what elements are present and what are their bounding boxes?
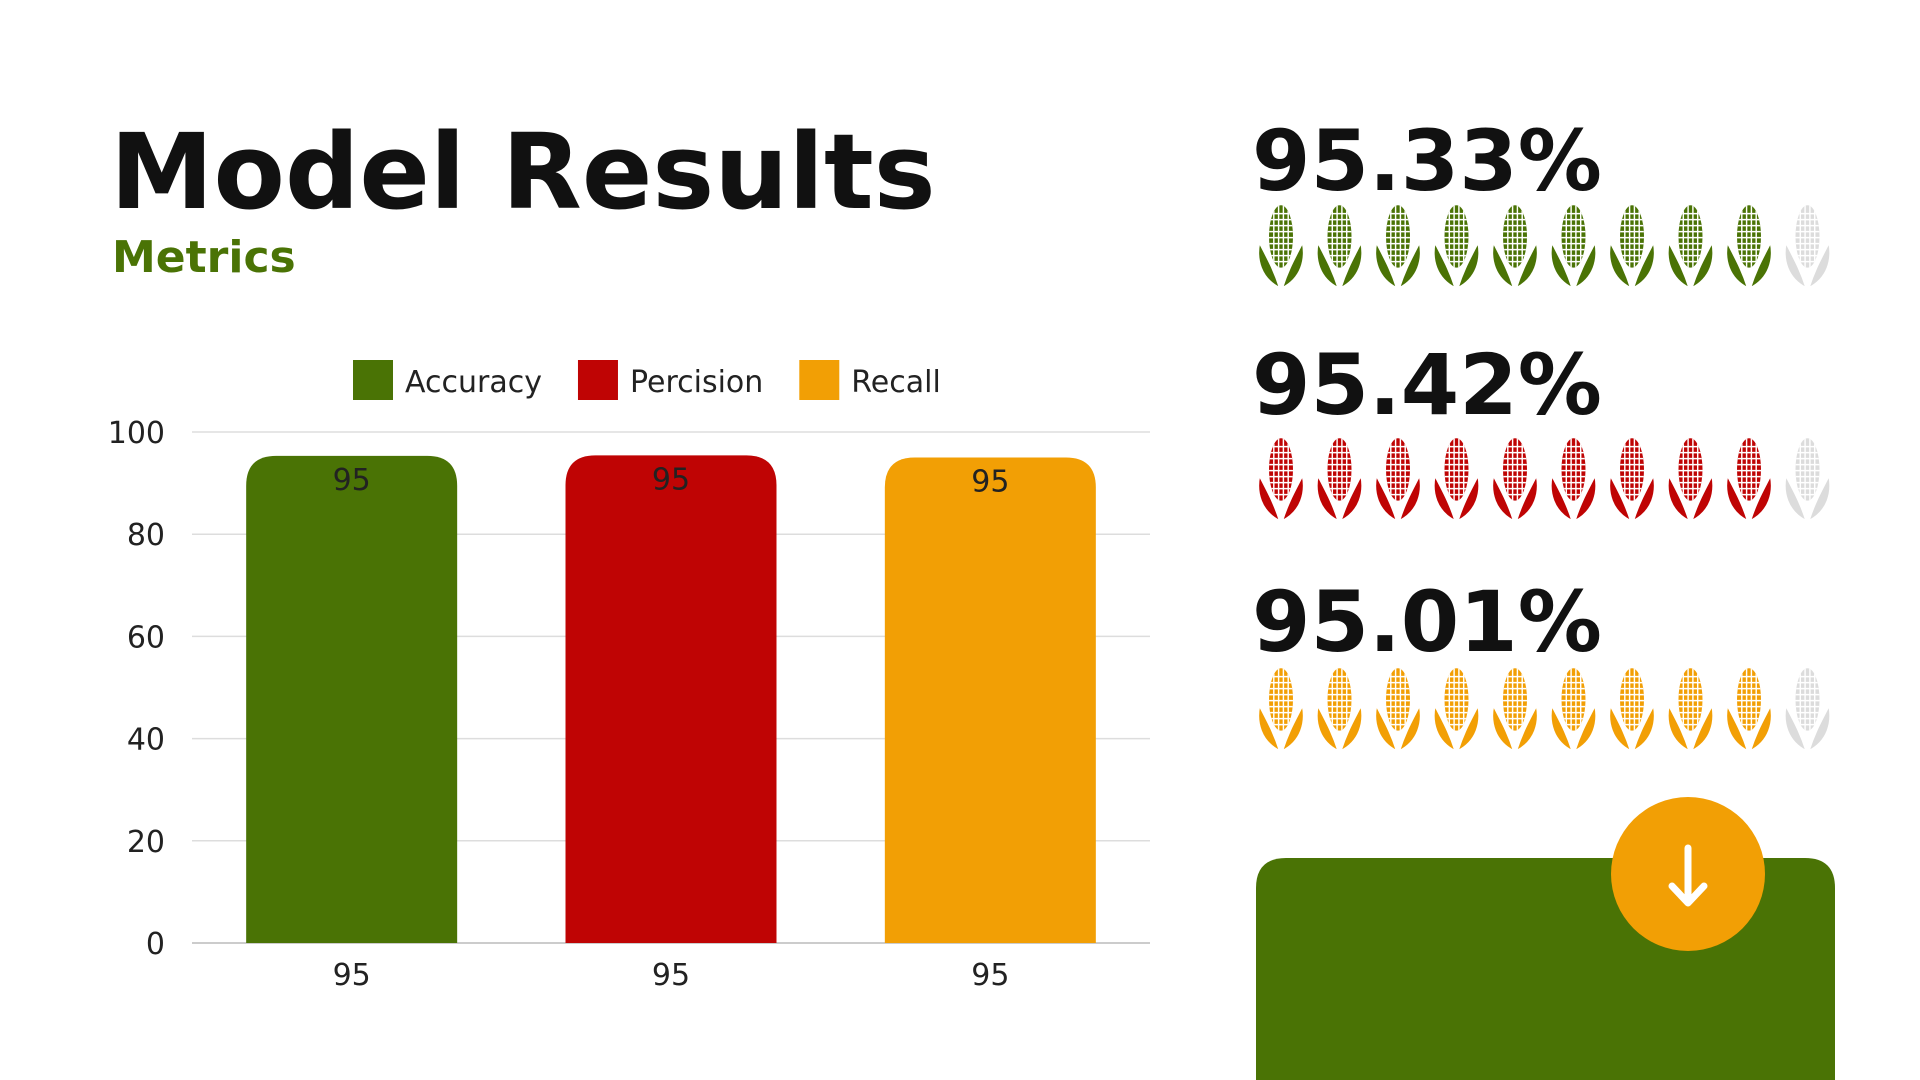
corn-icon bbox=[1374, 667, 1422, 751]
y-tick-label: 0 bbox=[146, 927, 165, 962]
corn-icon bbox=[1784, 437, 1832, 521]
corn-icon bbox=[1667, 437, 1715, 521]
subtitle: Metrics bbox=[112, 232, 296, 283]
corn-icon bbox=[1784, 667, 1832, 751]
corn-icon bbox=[1257, 667, 1305, 751]
corn-icon bbox=[1550, 667, 1598, 751]
legend-label: Recall bbox=[851, 365, 941, 400]
corn-icon bbox=[1433, 204, 1481, 288]
metric-value: 95.01% bbox=[1252, 573, 1602, 671]
corn-icon bbox=[1550, 437, 1598, 521]
y-tick-label: 20 bbox=[127, 825, 165, 860]
corn-icon bbox=[1491, 204, 1539, 288]
legend-label: Accuracy bbox=[405, 365, 542, 400]
corn-icon bbox=[1784, 204, 1832, 288]
corn-icon bbox=[1725, 437, 1773, 521]
corn-icon bbox=[1608, 437, 1656, 521]
data-label: 95 bbox=[652, 462, 690, 497]
metric-value: 95.33% bbox=[1252, 112, 1602, 210]
x-tick-label: 95 bbox=[333, 958, 371, 993]
corn-icon bbox=[1725, 204, 1773, 288]
corn-icon bbox=[1257, 437, 1305, 521]
title: Model Results bbox=[110, 111, 936, 233]
legend-swatch bbox=[353, 360, 393, 400]
corn-icon bbox=[1316, 204, 1364, 288]
corn-icon bbox=[1433, 667, 1481, 751]
corn-icon bbox=[1433, 437, 1481, 521]
corn-icon bbox=[1316, 667, 1364, 751]
y-tick-label: 40 bbox=[127, 723, 165, 758]
chart: 0 20 40 60 80 100 Accuracy Percision Recall 95 95 9… bbox=[108, 360, 1150, 993]
corn-icon bbox=[1374, 204, 1422, 288]
y-tick-label: 80 bbox=[127, 518, 165, 553]
metric-value: 95.42% bbox=[1252, 336, 1602, 434]
corn-icon bbox=[1257, 204, 1305, 288]
arrow-icon bbox=[1668, 844, 1708, 907]
legend-swatch bbox=[577, 360, 618, 400]
x-tick-label: 95 bbox=[652, 958, 690, 993]
corn-icon bbox=[1608, 204, 1656, 288]
y-tick-label: 60 bbox=[127, 620, 165, 655]
corn-icon bbox=[1550, 204, 1598, 288]
x-tick-label: 95 bbox=[971, 958, 1009, 993]
bar bbox=[884, 457, 1096, 943]
legend-label: Percision bbox=[630, 365, 763, 400]
data-label: 95 bbox=[333, 463, 371, 498]
bar bbox=[246, 455, 458, 943]
bar bbox=[565, 455, 777, 943]
corn-icon bbox=[1491, 667, 1539, 751]
corn-icon bbox=[1608, 667, 1656, 751]
data-label: 95 bbox=[971, 464, 1009, 499]
y-tick-label: 100 bbox=[108, 416, 165, 451]
corn-icon bbox=[1667, 667, 1715, 751]
corn-icon bbox=[1491, 437, 1539, 521]
pictograms: 95.33% 95.42% 95.01% bbox=[1252, 112, 1832, 751]
corn-icon bbox=[1667, 204, 1715, 288]
corn-icon bbox=[1725, 667, 1773, 751]
legend-swatch bbox=[799, 360, 840, 400]
corn-icon bbox=[1316, 437, 1364, 521]
corn-icon bbox=[1374, 437, 1422, 521]
